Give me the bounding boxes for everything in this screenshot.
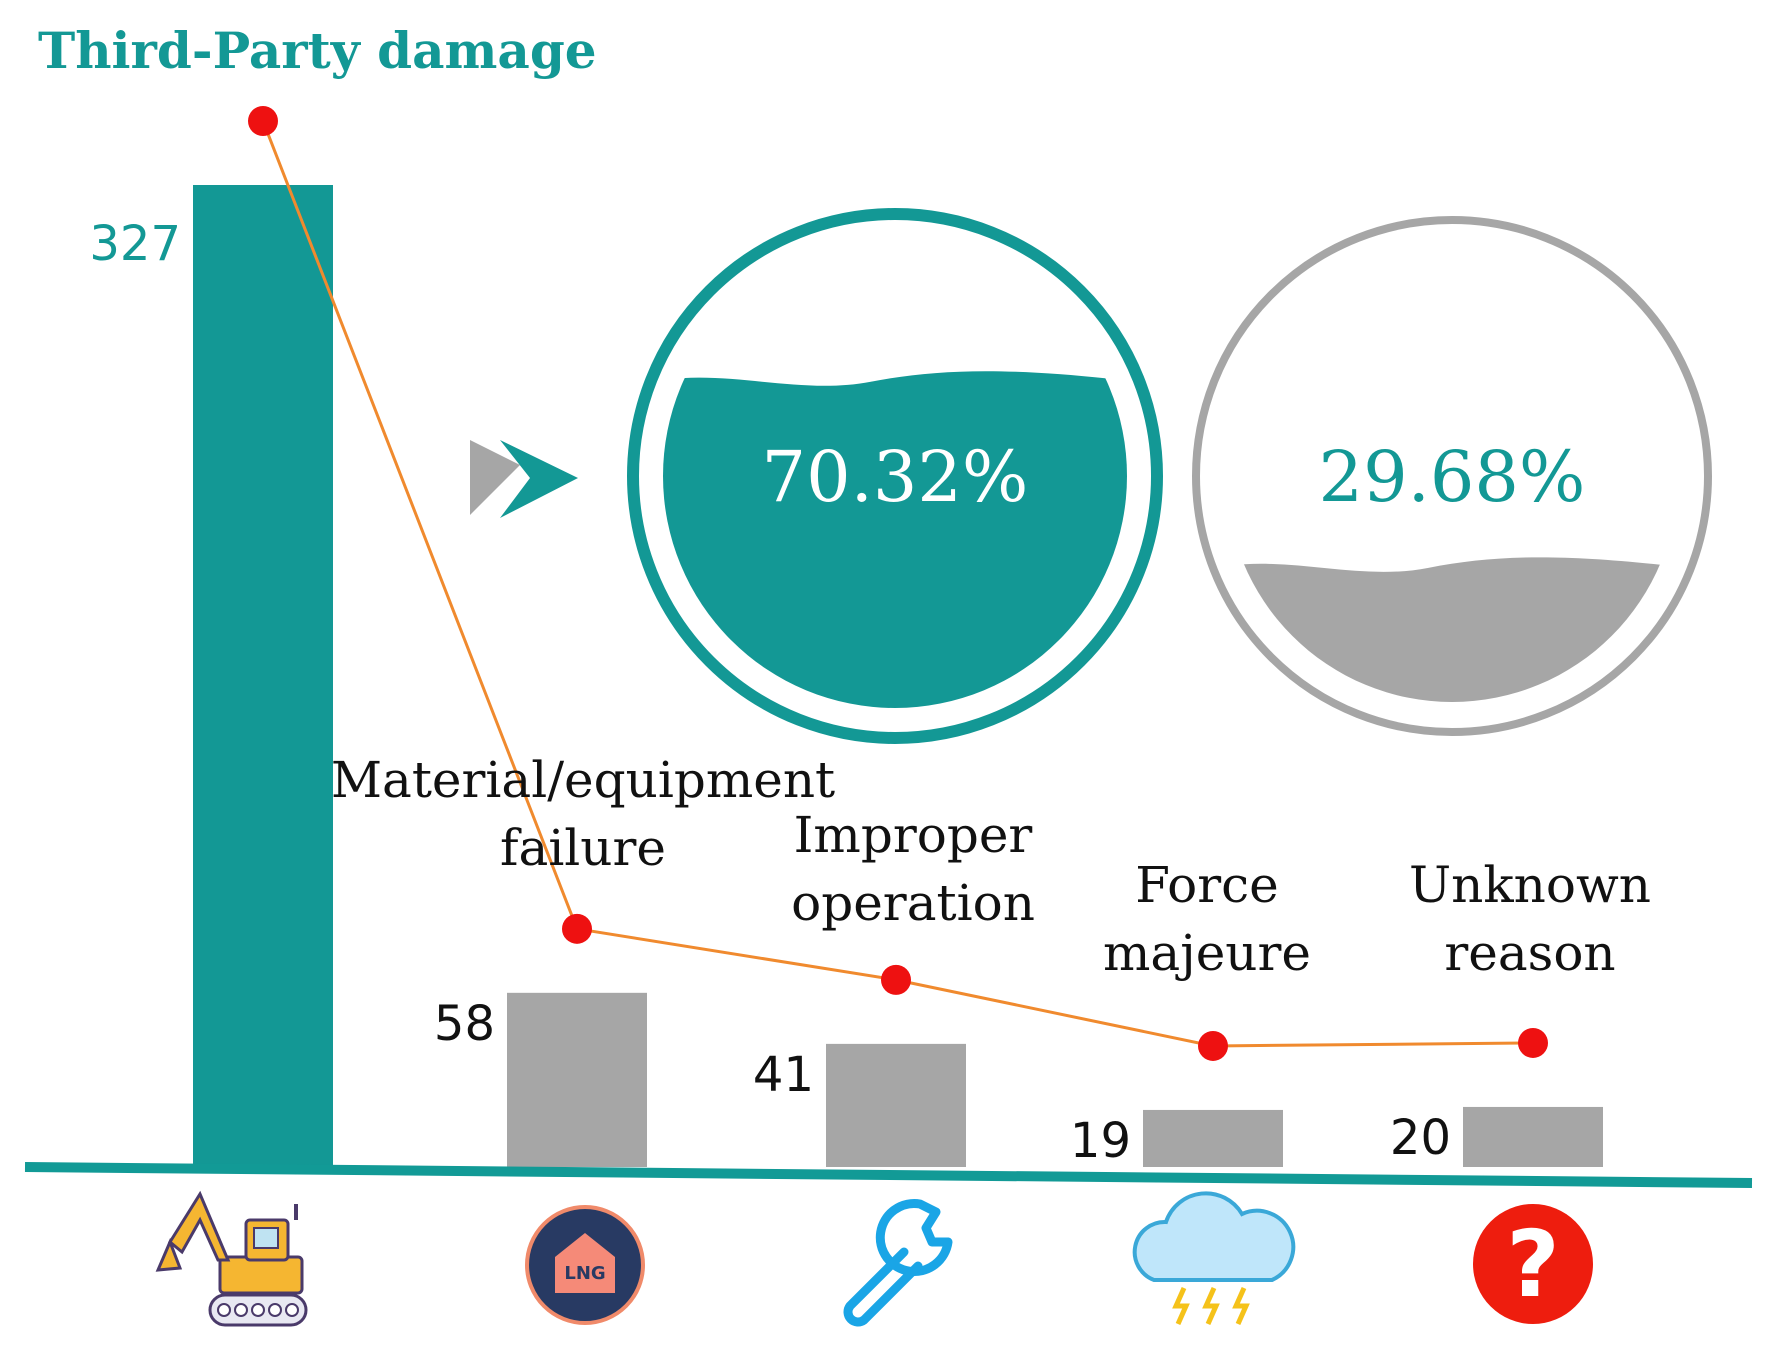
category-label-2-line-0: Improper [794, 806, 1033, 864]
bars-layer [193, 185, 1603, 1167]
bar-1 [507, 992, 647, 1167]
gauge-fill-0 [663, 371, 1127, 708]
wrench-icon [843, 1199, 953, 1327]
bar-2 [826, 1043, 966, 1167]
svg-text:?: ? [1506, 1211, 1559, 1318]
gauge-label-1: 29.68% [1319, 436, 1586, 518]
bar-4 [1463, 1106, 1603, 1167]
category-label-1-line-1: failure [500, 819, 666, 877]
category-label-3-line-1: majeure [1103, 924, 1311, 982]
value-label-3: 19 [1070, 1113, 1131, 1169]
category-label-2-line-1: operation [791, 874, 1035, 932]
trend-marker-0 [248, 106, 278, 136]
category-icons-layer: LNG? [155, 1190, 1593, 1327]
trend-marker-4 [1518, 1027, 1548, 1058]
value-labels-layer: 327 58 41 19 20 [89, 216, 1451, 1169]
category-label-1-line-0: Material/equipment [331, 751, 835, 809]
category-label-4-line-0: Unknown [1409, 856, 1651, 914]
category-label-3-line-0: Force [1135, 856, 1279, 914]
question-icon: ? [1473, 1204, 1593, 1324]
share-gauges: 70.32% 29.68% [627, 208, 1712, 744]
trend-line-layer [248, 106, 1548, 1061]
value-label-0: 327 [89, 216, 181, 272]
category-labels-layer: Material/equipment failure Improper operati… [331, 751, 1651, 982]
gauge-label-0: 70.32% [762, 436, 1029, 518]
storm-cloud-icon [1132, 1191, 1296, 1326]
svg-text:LNG: LNG [564, 1263, 605, 1284]
gauge-arrow [470, 440, 578, 518]
trend-marker-2 [881, 964, 911, 995]
value-label-1: 58 [434, 996, 495, 1052]
bar-0 [193, 185, 333, 1167]
bar-3 [1143, 1109, 1283, 1167]
category-label-4-line-1: reason [1444, 924, 1615, 982]
trend-marker-1 [562, 913, 592, 944]
chart-title: Third-Party damage [38, 21, 597, 80]
x-axis [24, 1162, 1753, 1188]
lng-icon: LNG [525, 1205, 645, 1325]
trend-marker-3 [1198, 1030, 1228, 1061]
excavator-icon [155, 1190, 308, 1327]
value-label-4: 20 [1390, 1110, 1451, 1166]
value-label-2: 41 [753, 1047, 814, 1103]
